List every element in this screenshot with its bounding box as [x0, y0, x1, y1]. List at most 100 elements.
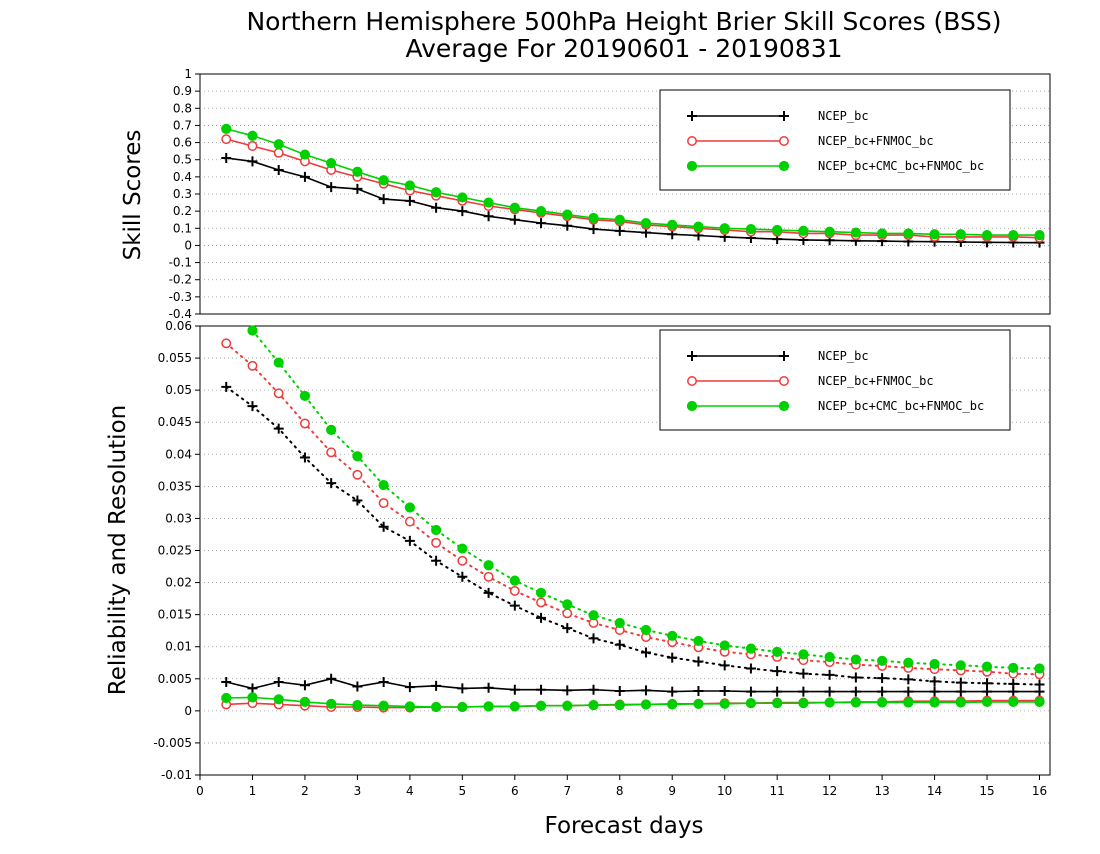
- top-ncep-bc-cmc-bc-fnmoc-bc-point: [667, 219, 678, 230]
- bottom-ncep-bc-cmc-bc-fnmoc-bc-resolution-point: [693, 635, 704, 647]
- bottom-ncep-bc-resolution-point: [955, 677, 966, 688]
- bottom-ncep-bc-resolution-point: [719, 660, 730, 671]
- top-y-tick-label: 0.7: [173, 118, 192, 132]
- bottom-ncep-bc-reliability-point: [247, 683, 258, 694]
- top-ncep-bc-point: [588, 224, 599, 235]
- bottom-ncep-bc-reliability-point: [562, 685, 573, 696]
- x-tick-label: 11: [770, 784, 785, 798]
- bottom-ncep-bc-resolution-point: [536, 612, 547, 623]
- bottom-ncep-bc-cmc-bc-fnmoc-bc-reliability-point: [326, 698, 337, 709]
- bottom-legend: NCEP_bc NCEP_bc+FNMOC_bc NCEP_bc+CMC_bc+FN…: [659, 329, 1011, 431]
- x-axis: 0 1 2 3 4 5 6 7 8 9 10 11 12 13 14 15 16: [196, 775, 1047, 798]
- bottom-ncep-bc-cmc-bc-fnmoc-bc-reliability-point: [667, 699, 678, 710]
- top-ncep-bc-point: [378, 194, 389, 205]
- bottom-ncep-bc-cmc-bc-fnmoc-bc-resolution-point: [1008, 662, 1019, 673]
- bottom-ncep-bc-cmc-bc-fnmoc-bc-reliability-point: [509, 701, 520, 712]
- top-legend-box: [659, 89, 1011, 191]
- x-tick-label: 7: [563, 784, 571, 798]
- top-ncep-bc-fnmoc-bc-point: [273, 147, 284, 158]
- top-y-tick-label: 0.4: [173, 170, 192, 184]
- bottom-ncep-bc-cmc-bc-fnmoc-bc-resolution-point: [667, 630, 678, 641]
- bottom-ncep-bc-reliability-point: [457, 683, 468, 694]
- bottom-legend-label: NCEP_bc: [818, 349, 869, 363]
- top-y-tick-label: -0.4: [169, 307, 192, 321]
- bottom-legend-label: NCEP_bc+CMC_bc+FNMOC_bc: [818, 399, 984, 413]
- bottom-ncep-bc-cmc-bc-fnmoc-bc-resolution-point: [352, 451, 363, 462]
- bottom-ncep-bc-reliability-point: [378, 676, 389, 687]
- bottom-ncep-bc-resolution-point: [588, 633, 599, 644]
- bottom-ncep-bc-cmc-bc-fnmoc-bc-reliability-point: [299, 696, 311, 707]
- top-ncep-bc-cmc-bc-fnmoc-bc-point: [273, 139, 284, 150]
- bottom-ncep-bc-resolution-point: [745, 663, 756, 674]
- top-ncep-bc-cmc-bc-fnmoc-bc-point: [955, 229, 966, 240]
- x-tick-label: 3: [354, 784, 362, 798]
- top-ncep-bc-cmc-bc-fnmoc-bc-point: [299, 149, 311, 160]
- top-legend-marker: [686, 160, 698, 172]
- top-y-tick-label: 1: [184, 67, 192, 81]
- top-ncep-bc-cmc-bc-fnmoc-bc-point: [352, 166, 363, 177]
- bottom-y-tick-label: -0.01: [161, 768, 192, 782]
- bottom-ncep-bc-resolution-point: [982, 678, 993, 689]
- x-tick-label: 1: [249, 784, 257, 798]
- bottom-ncep-bc-cmc-bc-fnmoc-bc-reliability-point: [1008, 696, 1019, 707]
- bottom-ncep-bc-cmc-bc-fnmoc-bc-reliability-point: [221, 692, 232, 704]
- top-legend-marker: [778, 160, 790, 172]
- bottom-ncep-bc-cmc-bc-fnmoc-bc-reliability-point: [535, 700, 547, 711]
- bottom-ncep-bc-fnmoc-bc-resolution-point: [457, 555, 468, 566]
- bottom-ncep-bc-cmc-bc-fnmoc-bc-resolution-point: [588, 610, 599, 621]
- bottom-ncep-bc-cmc-bc-fnmoc-bc-reliability-point: [929, 697, 940, 708]
- bottom-y-tick-label: 0.02: [165, 576, 192, 590]
- x-tick-label: 9: [668, 784, 676, 798]
- bottom-ncep-bc-resolution-point: [221, 381, 232, 392]
- top-y-tick-label: -0.2: [169, 273, 192, 287]
- bottom-ncep-bc-resolution-point: [326, 478, 337, 489]
- bottom-ncep-bc-cmc-bc-fnmoc-bc-reliability-point: [798, 698, 809, 709]
- top-ncep-bc-cmc-bc-fnmoc-bc-point: [929, 229, 940, 240]
- bottom-ncep-bc-reliability-point: [483, 682, 494, 693]
- bottom-ncep-bc-resolution-point: [247, 401, 258, 412]
- top-ncep-bc-fnmoc-bc-point: [221, 134, 232, 145]
- bottom-ncep-bc-resolution-point: [798, 668, 809, 679]
- top-ncep-bc-point: [509, 214, 520, 225]
- top-ncep-bc-cmc-bc-fnmoc-bc-point: [798, 225, 809, 236]
- top-ncep-bc-cmc-bc-fnmoc-bc-point: [221, 123, 232, 134]
- bottom-ncep-bc-fnmoc-bc-resolution-point: [378, 498, 389, 508]
- bottom-ncep-bc-resolution-point: [352, 495, 363, 506]
- top-ncep-bc-cmc-bc-fnmoc-bc-point: [1008, 230, 1019, 241]
- bottom-ncep-bc-fnmoc-bc-resolution-point: [352, 469, 363, 480]
- bottom-ncep-bc-resolution-point: [509, 600, 520, 611]
- bottom-ncep-bc-reliability-point: [326, 673, 337, 684]
- bottom-ncep-bc-cmc-bc-fnmoc-bc-resolution-point: [614, 617, 625, 629]
- top-ncep-bc-cmc-bc-fnmoc-bc-point: [378, 175, 389, 186]
- bottom-legend-marker: [779, 351, 789, 361]
- bottom-ncep-bc-fnmoc-bc-resolution-point: [483, 571, 494, 582]
- bottom-ncep-bc-resolution-point: [562, 623, 573, 634]
- bottom-ncep-bc-resolution-point: [404, 535, 415, 546]
- bottom-ncep-bc-cmc-bc-fnmoc-bc-resolution-point: [850, 654, 861, 665]
- top-legend-marker: [687, 136, 697, 146]
- bottom-ncep-bc-fnmoc-bc-resolution-point: [536, 597, 546, 608]
- bottom-ncep-bc-resolution-point: [483, 587, 494, 598]
- bottom-ncep-bc-cmc-bc-fnmoc-bc-reliability-point: [588, 699, 599, 711]
- top-ncep-bc-cmc-bc-fnmoc-bc-point: [404, 180, 415, 191]
- bottom-ncep-bc-cmc-bc-fnmoc-bc-resolution-point: [955, 660, 966, 671]
- bottom-y-tick-label: 0.04: [165, 447, 192, 461]
- top-ncep-bc-point: [352, 183, 363, 194]
- x-tick-label: 6: [511, 784, 519, 798]
- bottom-ncep-bc-fnmoc-bc-resolution-point: [273, 388, 284, 399]
- bottom-ncep-bc-fnmoc-bc-resolution-point: [299, 418, 310, 429]
- top-ncep-bc-cmc-bc-fnmoc-bc-point: [326, 158, 337, 169]
- bottom-ncep-bc-fnmoc-bc-resolution-point: [221, 338, 232, 349]
- top-ncep-bc-point: [457, 206, 468, 217]
- x-axis-label: Forecast days: [545, 813, 704, 839]
- bottom-ncep-bc-cmc-bc-fnmoc-bc-reliability-point: [824, 697, 835, 708]
- bottom-ncep-bc-cmc-bc-fnmoc-bc-reliability-point: [745, 698, 757, 709]
- bottom-ncep-bc-fnmoc-bc-resolution-point: [509, 585, 520, 596]
- bottom-ncep-bc-resolution-point: [772, 666, 783, 677]
- bottom-ncep-bc-cmc-bc-fnmoc-bc-reliability-point: [1034, 696, 1045, 707]
- x-tick-label: 10: [717, 784, 732, 798]
- bottom-y-tick-label: 0.025: [158, 544, 192, 558]
- bottom-ncep-bc-reliability-point: [877, 686, 888, 697]
- bottom-ncep-bc-resolution-point: [667, 652, 678, 663]
